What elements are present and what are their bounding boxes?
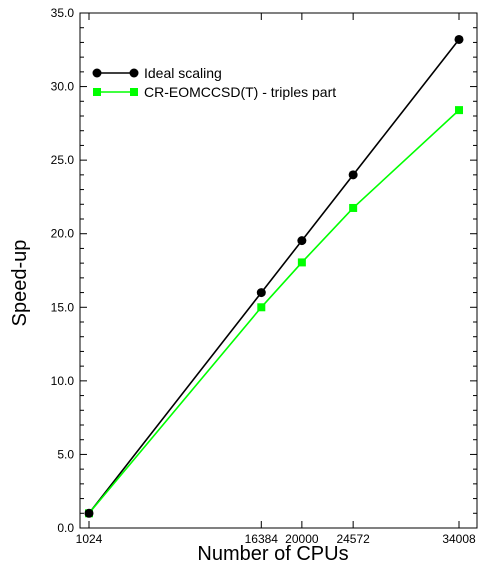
x-tick-label: 16384 — [245, 532, 279, 546]
x-tick-label: 1024 — [76, 532, 103, 546]
y-tick-label: 0.0 — [57, 521, 74, 535]
x-tick-label: 34008 — [442, 532, 476, 546]
x-axis-ticks: 1024 16384 20000 24572 34008 — [76, 13, 476, 546]
legend-marker-1 — [92, 68, 102, 78]
y-tick-label: 5.0 — [57, 447, 74, 461]
legend-marker-2 — [130, 88, 138, 96]
x-tick-label: 24572 — [336, 532, 370, 546]
y-tick-label: 15.0 — [51, 300, 75, 314]
legend-label-1: Ideal scaling — [144, 65, 222, 81]
x-axis-title: Number of CPUs — [197, 543, 348, 565]
y-tick-label: 30.0 — [51, 80, 75, 94]
series-2-point — [349, 203, 358, 212]
series-2-point — [455, 106, 463, 115]
series-1-point — [297, 236, 307, 246]
series-2-point — [297, 258, 306, 267]
legend-marker-2 — [93, 88, 101, 96]
legend-marker-1 — [129, 68, 139, 78]
y-tick-label: 20.0 — [51, 227, 75, 241]
y-tick-label: 10.0 — [51, 374, 75, 388]
plot-frame — [79, 12, 478, 529]
y-axis-ticks: 0.0 5.0 10.0 15.0 20.0 25.0 30.0 35.0 — [51, 6, 477, 535]
series-2-point — [257, 303, 266, 312]
series-1-point — [84, 508, 94, 518]
series-1-point — [348, 170, 358, 180]
y-tick-label: 25.0 — [51, 153, 75, 167]
series-1-point — [454, 34, 464, 44]
series-layer — [84, 34, 464, 518]
series-1-point — [256, 288, 266, 298]
y-axis-title: Speed-up — [9, 240, 31, 327]
x-tick-label: 20000 — [285, 532, 319, 546]
y-tick-label: 35.0 — [51, 6, 75, 20]
legend: Ideal scaling CR-EOMCCSD(T) - triples par… — [92, 65, 336, 100]
legend-label-2: CR-EOMCCSD(T) - triples part — [144, 84, 336, 100]
